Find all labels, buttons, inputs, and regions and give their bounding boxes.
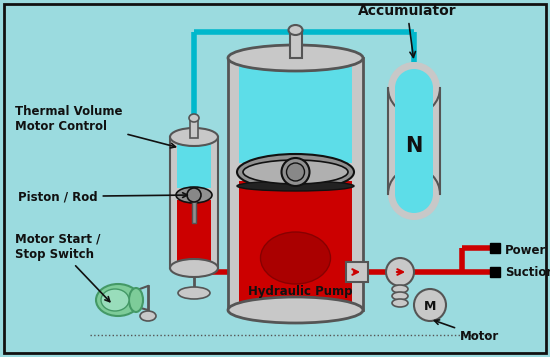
Bar <box>190 118 198 138</box>
Circle shape <box>386 258 414 286</box>
Ellipse shape <box>243 160 348 184</box>
Ellipse shape <box>228 297 363 323</box>
Circle shape <box>287 163 305 181</box>
Bar <box>177 139 211 188</box>
Bar <box>396 286 404 291</box>
Bar <box>177 200 211 259</box>
Ellipse shape <box>392 285 408 293</box>
Text: N: N <box>405 136 423 156</box>
Text: Piston / Rod: Piston / Rod <box>18 190 188 203</box>
Text: M: M <box>424 300 436 312</box>
Circle shape <box>414 289 446 321</box>
Ellipse shape <box>96 284 140 316</box>
Ellipse shape <box>388 168 440 220</box>
Ellipse shape <box>140 311 156 321</box>
Bar <box>395 88 433 194</box>
Ellipse shape <box>176 187 212 203</box>
Ellipse shape <box>261 232 331 284</box>
Ellipse shape <box>129 288 143 312</box>
Bar <box>170 137 218 268</box>
Ellipse shape <box>392 292 408 300</box>
Ellipse shape <box>101 289 129 311</box>
Text: Motor: Motor <box>434 320 499 343</box>
Bar <box>346 262 368 282</box>
Ellipse shape <box>237 154 354 190</box>
Bar <box>192 195 196 223</box>
Bar <box>239 60 352 163</box>
Ellipse shape <box>189 114 199 122</box>
Bar <box>289 30 301 58</box>
Text: Motor Start /
Stop Switch: Motor Start / Stop Switch <box>15 233 110 302</box>
Bar <box>490 267 500 277</box>
Bar <box>177 200 211 264</box>
Circle shape <box>187 188 201 202</box>
Ellipse shape <box>237 181 354 191</box>
Ellipse shape <box>395 175 433 213</box>
Text: Power: Power <box>505 243 546 256</box>
Text: Hydraulic Pump: Hydraulic Pump <box>248 285 353 298</box>
Text: Accumulator: Accumulator <box>358 4 456 57</box>
Ellipse shape <box>170 259 218 277</box>
Ellipse shape <box>388 62 440 114</box>
Bar <box>490 243 500 253</box>
Ellipse shape <box>289 25 302 35</box>
Bar <box>388 88 440 194</box>
Ellipse shape <box>178 287 210 299</box>
Circle shape <box>282 158 310 186</box>
Text: Suction: Suction <box>505 266 550 278</box>
Bar <box>239 181 352 306</box>
Ellipse shape <box>395 69 433 107</box>
Ellipse shape <box>170 128 218 146</box>
Ellipse shape <box>228 45 363 71</box>
Ellipse shape <box>392 299 408 307</box>
Bar <box>228 58 363 310</box>
Text: Thermal Volume
Motor Control: Thermal Volume Motor Control <box>15 105 175 148</box>
